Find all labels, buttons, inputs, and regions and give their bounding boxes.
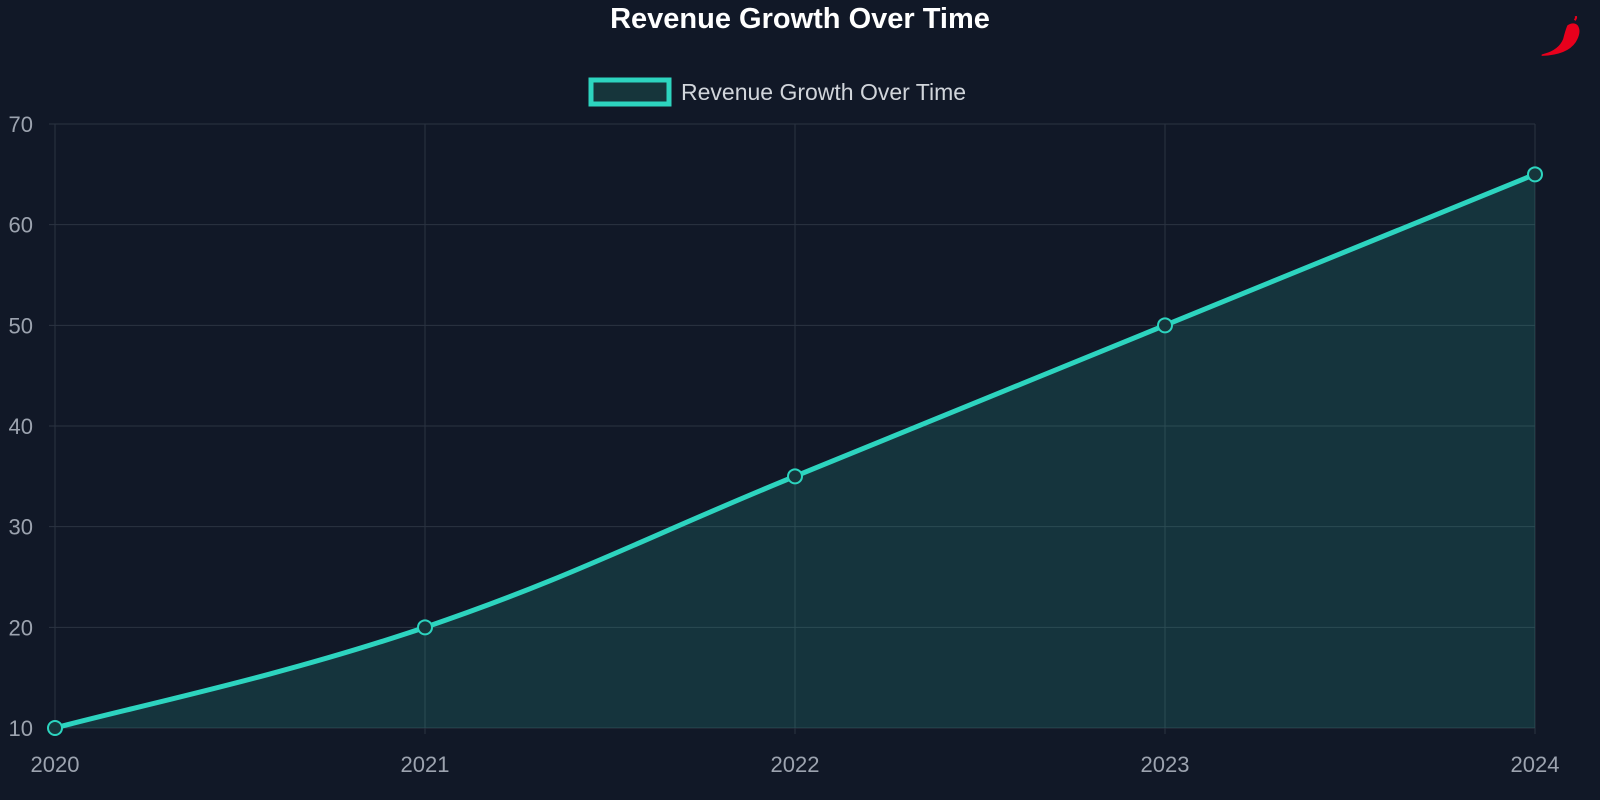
y-tick-label: 30: [9, 515, 33, 540]
x-tick-label: 2020: [31, 752, 80, 777]
data-point: [417, 619, 433, 636]
y-tick-label: 20: [9, 615, 33, 640]
legend-swatch: [588, 77, 672, 107]
legend-label: Revenue Growth Over Time: [681, 79, 966, 105]
data-point: [787, 468, 803, 485]
data-point: [1527, 166, 1543, 183]
y-tick-label: 50: [9, 313, 33, 338]
y-tick-label: 40: [9, 414, 33, 439]
x-tick-label: 2022: [771, 752, 820, 777]
data-point: [1157, 317, 1173, 334]
x-tick-label: 2023: [1141, 752, 1190, 777]
y-tick-label: 60: [9, 213, 33, 238]
x-tick-label: 2021: [401, 752, 450, 777]
series-area-fill: [55, 174, 1535, 729]
chili-pepper-icon: [1541, 16, 1580, 56]
y-tick-label: 10: [9, 716, 33, 741]
x-tick-label: 2024: [1511, 752, 1560, 777]
y-tick-label: 70: [9, 112, 33, 137]
chart-title: Revenue Growth Over Time: [610, 3, 990, 35]
data-point: [47, 720, 63, 736]
